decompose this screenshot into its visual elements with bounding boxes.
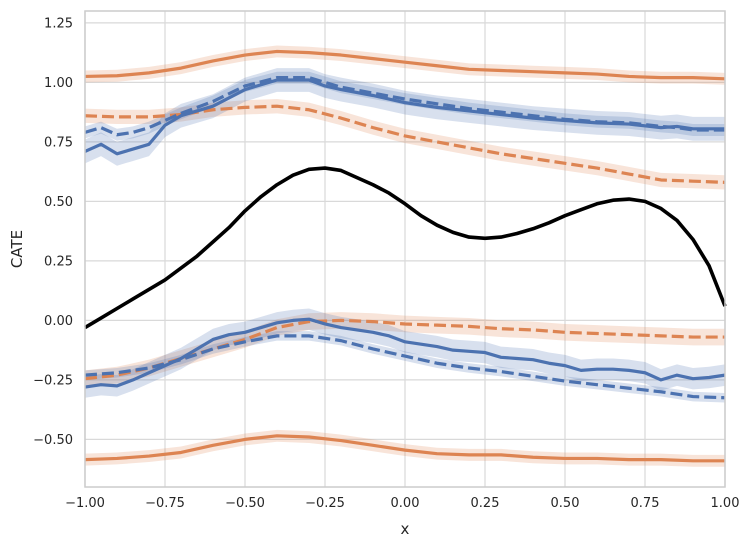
x-tick-label: 0.75 xyxy=(631,496,660,511)
y-tick-label: −0.25 xyxy=(33,373,73,388)
series-lines xyxy=(84,49,727,463)
blue-lower-dashed-line xyxy=(84,334,726,400)
x-tick-label: −0.25 xyxy=(305,496,345,511)
y-tick-label: 0.25 xyxy=(44,254,73,269)
plot-frame xyxy=(84,10,726,488)
x-tick-label: −0.75 xyxy=(145,496,185,511)
x-axis-label: x xyxy=(401,520,410,538)
x-tick-label: 0.00 xyxy=(391,496,420,511)
x-tick-label: −0.50 xyxy=(225,496,265,511)
y-tick-label: 0.50 xyxy=(44,195,73,210)
x-tick-labels: −1.00 −0.75 −0.50 −0.25 0.00 0.25 0.50 0.75 1.00 xyxy=(65,496,739,511)
y-tick-label: 0.00 xyxy=(44,314,73,329)
y-tick-label: 1.00 xyxy=(44,76,73,91)
true-cate-line xyxy=(84,166,727,330)
blue-upper-solid-band xyxy=(85,68,725,166)
orange-lower-solid-line xyxy=(84,434,725,463)
orange-upper-solid-line xyxy=(84,49,726,81)
y-tick-label: −0.50 xyxy=(33,433,73,448)
x-tick-label: 1.00 xyxy=(711,496,740,511)
blue-upper-dashed-line xyxy=(84,76,725,137)
blue-lower-dashed-band xyxy=(85,331,725,403)
blue-lower-solid-line xyxy=(84,317,726,389)
orange-lower-dashed-band xyxy=(85,312,725,388)
y-tick-labels: −0.50 −0.25 0.00 0.25 0.50 0.75 1.00 1.25 xyxy=(33,16,73,448)
x-tick-label: 0.50 xyxy=(551,496,580,511)
x-tick-label: −1.00 xyxy=(65,496,105,511)
y-axis-label: CATE xyxy=(8,230,26,268)
y-tick-label: 1.25 xyxy=(44,16,73,31)
x-tick-label: 0.25 xyxy=(471,496,500,511)
y-tick-label: 0.75 xyxy=(44,135,73,150)
orange-upper-dashed-band xyxy=(85,99,725,190)
